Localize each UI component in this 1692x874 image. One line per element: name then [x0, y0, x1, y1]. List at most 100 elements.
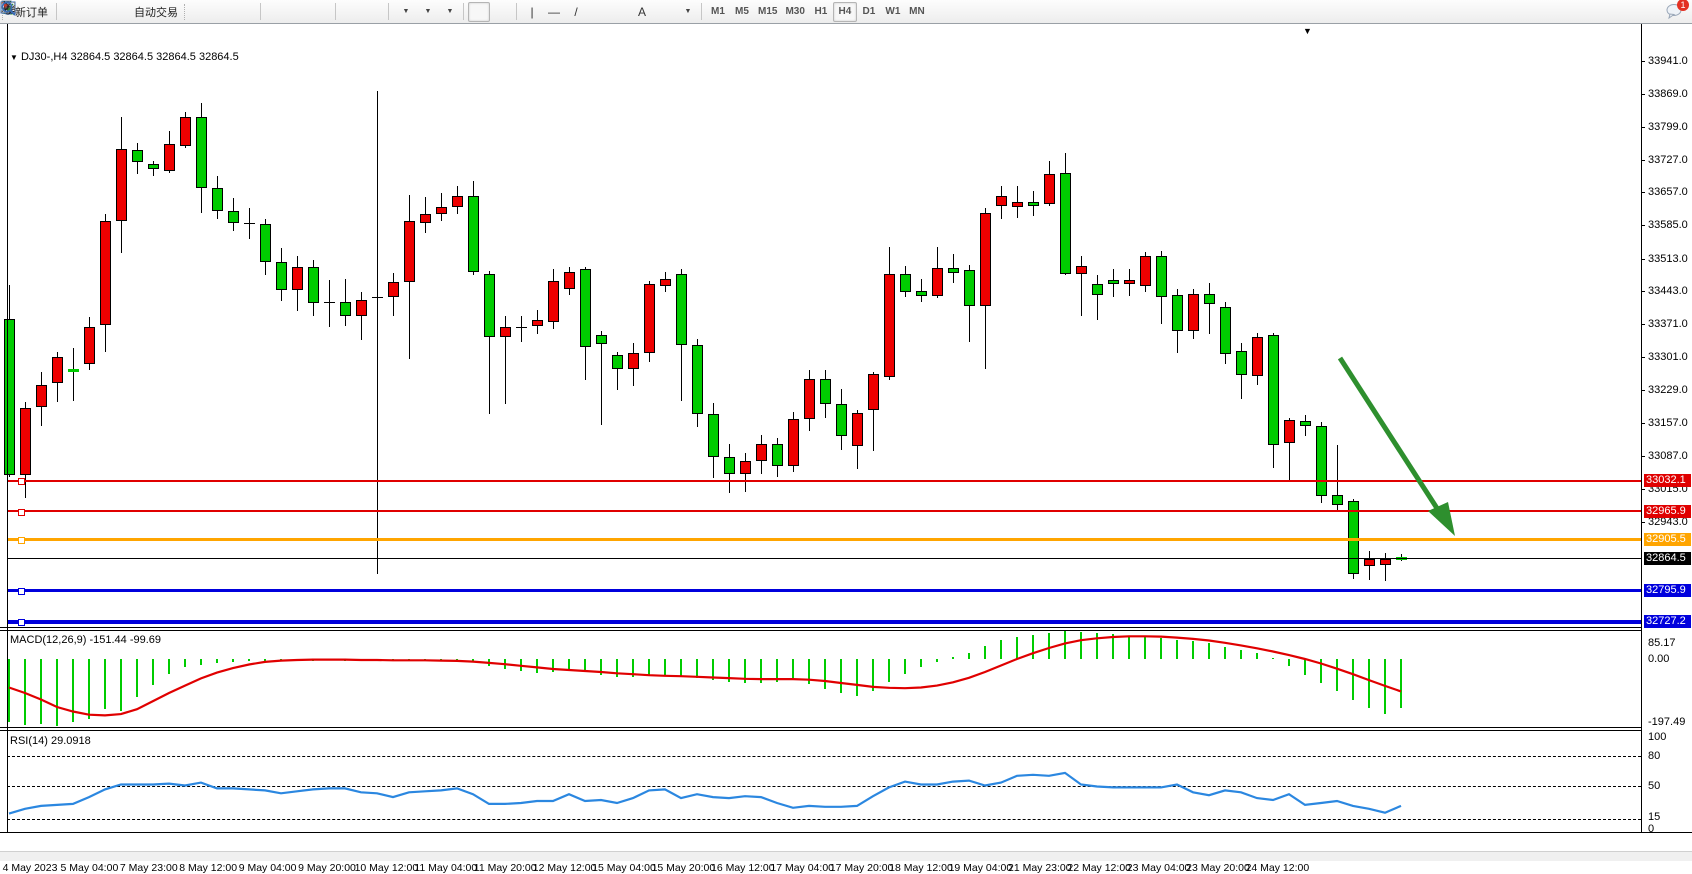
price-tick-label: 33087.0 [1648, 449, 1688, 462]
chart-shift-button[interactable] [2, 2, 362, 22]
trendline-button[interactable]: / [565, 2, 587, 22]
candle-body [884, 273, 895, 377]
separator [260, 3, 261, 20]
symbol-dropdown-icon[interactable]: ▼ [10, 53, 18, 62]
horizontal-line-button[interactable]: — [543, 2, 565, 22]
price-tick [1641, 455, 1645, 457]
timeframe-D1[interactable]: D1 [862, 6, 876, 17]
candle-doji [244, 223, 255, 225]
templates-button[interactable]: ▼ [0, 1, 459, 22]
macd-histogram-bar [968, 653, 970, 659]
tile-windows-button[interactable] [1, 2, 331, 22]
macd-histogram-bar [296, 659, 298, 661]
timeframe-H1[interactable]: H1 [814, 6, 828, 17]
arrows-button[interactable]: ▼ [2, 2, 697, 22]
timeframe-M30[interactable]: M30 [785, 6, 805, 17]
main-pane-divider[interactable] [0, 627, 1642, 628]
candle-body [1300, 421, 1311, 427]
macd-histogram-bar [680, 659, 682, 676]
horizontal-line-icon: — [548, 4, 560, 19]
macd-histogram-bar [392, 659, 394, 661]
timeframe-M1[interactable]: M1 [711, 6, 725, 17]
zoom-in-button[interactable] [1, 1, 287, 22]
timeframe-M5[interactable]: M5 [735, 6, 749, 17]
text-label-button[interactable]: T [1, 2, 675, 22]
plot-right-border [1641, 24, 1642, 833]
market-watch-button[interactable] [0, 1, 83, 22]
time-tick-label: 15 May 04:00 [592, 862, 656, 874]
candle-body [1188, 294, 1199, 331]
hline-price-label: 33032.1 [1644, 474, 1691, 488]
candle-body [84, 326, 95, 365]
auto-trading-button[interactable]: 自动交易 [1, 1, 182, 22]
time-tick-label: 23 May 04:00 [1126, 862, 1191, 874]
price-tick-label: 33301.0 [1648, 350, 1688, 363]
chart-shift-marker[interactable]: ▼ [1303, 26, 1312, 36]
macd-histogram-bar [264, 659, 266, 661]
chart-plot-area[interactable]: 33941.0 33869.0 33799.0 33727.0 33657.0 33585… [0, 24, 1692, 874]
price-tick-label: 33941.0 [1648, 55, 1688, 67]
macd-histogram-bar [552, 659, 554, 672]
object-hline[interactable] [7, 537, 1641, 541]
macd-histogram-bar [888, 659, 890, 682]
hline-anchor[interactable] [18, 619, 25, 627]
timeframe-M15[interactable]: M15 [758, 6, 778, 17]
candle-body [1268, 334, 1279, 445]
object-hline[interactable] [7, 588, 1641, 592]
price-tick-label: 33585.0 [1648, 219, 1688, 232]
hline-anchor[interactable] [18, 536, 25, 544]
candle-doji [516, 326, 527, 328]
macd-histogram-bar [1032, 634, 1034, 659]
object-hline[interactable] [7, 619, 1641, 624]
line-chart-button[interactable] [0, 2, 256, 22]
object-hline[interactable] [7, 479, 1641, 482]
fibonacci-button[interactable]: F [1, 2, 631, 22]
candle-body [1156, 255, 1167, 297]
hline-anchor[interactable] [18, 587, 25, 595]
equidistant-channel-button[interactable]: E [1, 2, 609, 22]
macd-histogram-bar [824, 659, 826, 689]
candle-wick [488, 271, 490, 415]
macd-pane-divider[interactable] [0, 727, 1642, 728]
object-hline[interactable] [7, 510, 1641, 513]
price-tick [1641, 258, 1645, 260]
bar-chart-button[interactable] [1, 2, 212, 22]
signal-button[interactable] [1, 1, 127, 22]
macd-histogram-bar [840, 659, 842, 694]
candle-body [1332, 494, 1343, 505]
candle-body [1140, 255, 1151, 287]
vertical-line-button[interactable]: | [521, 2, 543, 22]
time-tick-label: 22 May 12:00 [1067, 862, 1132, 874]
candle-wick [1208, 283, 1210, 335]
chart-window-button[interactable] [0, 1, 105, 22]
candle-body [596, 334, 607, 345]
candle-body [964, 270, 975, 306]
plot-left-border [7, 24, 8, 833]
macd-histogram-bar [1048, 633, 1050, 659]
candle-body [996, 195, 1007, 207]
cursor-button[interactable] [4, 1, 490, 22]
periods-button[interactable]: ▼ [1, 1, 437, 22]
macd-histogram-bar [872, 659, 874, 691]
candlestick-chart-button[interactable] [1, 1, 234, 22]
timeframe-W1[interactable]: W1 [885, 6, 901, 17]
timeframe-H4[interactable]: H4 [832, 1, 857, 22]
chevron-down-icon: ▼ [446, 8, 454, 15]
text-button[interactable]: A [631, 2, 653, 22]
chat-button[interactable]: 1 [1664, 0, 1689, 22]
macd-histogram-bar [232, 659, 234, 662]
macd-histogram-bar [808, 659, 810, 685]
indicators-button[interactable]: ▼ [0, 1, 415, 22]
hline-anchor[interactable] [18, 508, 25, 516]
macd-histogram-bar [40, 659, 42, 724]
search-button[interactable] [1, 1, 1664, 22]
zoom-out-button[interactable] [1, 1, 309, 22]
candle-body [132, 149, 143, 162]
hline-anchor[interactable] [18, 478, 25, 486]
auto-scroll-button[interactable] [3, 2, 384, 22]
new-order-button[interactable]: 新订单 [1, 0, 52, 22]
hline-price-label: 32965.9 [1644, 504, 1691, 518]
timeframe-MN[interactable]: MN [909, 6, 925, 17]
separator [516, 3, 517, 20]
crosshair-button[interactable] [1, 1, 512, 22]
